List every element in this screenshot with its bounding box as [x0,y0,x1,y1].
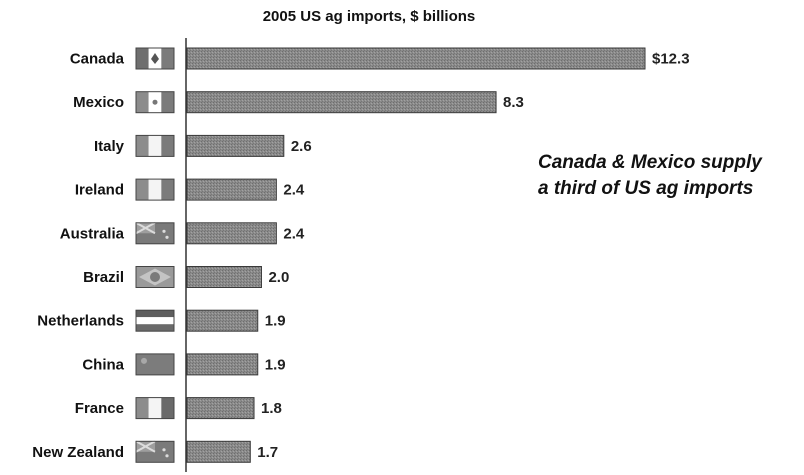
value-label: 2.4 [283,225,305,242]
bar-row: Canada $12.3 [70,47,690,70]
bar-row: Netherlands 1.9 [37,309,286,332]
annotation-line: a third of US ag imports [538,178,753,199]
category-label: Brazil [83,269,124,286]
category-label: Canada [70,51,125,68]
bar [186,178,277,201]
bar-row: Mexico 8.3 [73,91,524,114]
canada-flag-icon [135,47,175,70]
category-label: Australia [60,225,125,242]
value-label: 2.6 [291,138,312,155]
ireland-flag-icon [135,178,175,201]
value-label: 1.9 [265,313,286,330]
value-label: 1.9 [265,356,286,373]
category-label: France [75,400,124,417]
china-flag-icon [135,353,175,376]
bar-row: New Zealand 1.7 [32,440,278,463]
bar [186,397,255,420]
category-label: Netherlands [37,313,124,330]
bar-row: China 1.9 [82,353,286,376]
category-label: Ireland [75,182,124,199]
bar [186,91,497,114]
france-flag-icon [135,397,175,420]
chart-title: 2005 US ag imports, $ billions [263,8,476,25]
value-label: 2.4 [283,182,305,199]
bar [186,309,259,332]
category-label: Mexico [73,94,124,111]
value-label: $12.3 [652,51,690,68]
category-label: Italy [94,138,125,155]
bar [186,440,251,463]
bar-row: France 1.8 [75,397,282,420]
new-zealand-flag-icon [135,440,175,463]
brazil-flag-icon [135,266,175,288]
bar [186,134,285,157]
category-label: China [82,356,124,373]
bar-row: Italy 2.6 [94,134,312,157]
australia-flag-icon [135,221,175,245]
value-label: 2.0 [268,269,289,286]
bar-row: Brazil 2.0 [83,266,289,288]
bar [186,353,259,376]
bar [186,266,262,288]
annotation-line: Canada & Mexico supply [538,152,763,173]
value-label: 8.3 [503,94,524,111]
annotation: Canada & Mexico supply a third of US ag … [538,152,763,199]
bar [186,47,646,70]
mexico-flag-icon [135,91,175,114]
value-label: 1.7 [257,444,278,461]
value-label: 1.8 [261,400,282,417]
netherlands-flag-icon [135,309,175,332]
italy-flag-icon [135,134,175,157]
bar-row: Australia 2.4 [60,221,305,245]
bar [186,222,277,245]
category-label: New Zealand [32,444,124,461]
bar-row: Ireland 2.4 [75,178,305,201]
